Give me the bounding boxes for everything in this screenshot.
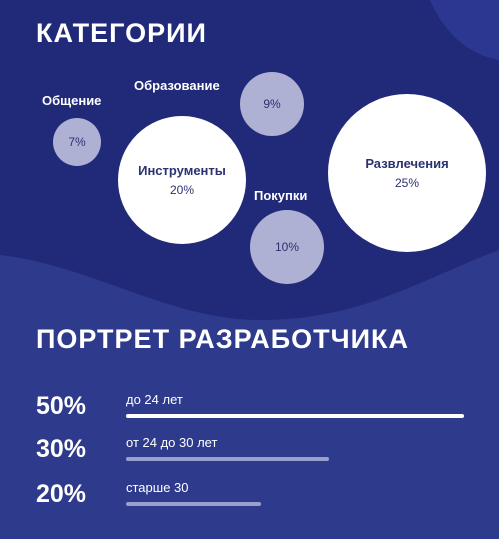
bubble-label: Инструменты xyxy=(138,163,226,179)
bubble-razvlecheniya: Развлечения 25% xyxy=(328,94,486,252)
age-bar xyxy=(126,414,464,418)
age-row: 30% от 24 до 30 лет xyxy=(36,435,476,475)
age-label: от 24 до 30 лет xyxy=(126,435,218,450)
bubble-value: 9% xyxy=(263,97,281,111)
bubble-value: 25% xyxy=(394,175,420,190)
age-row: 50% до 24 лет xyxy=(36,392,476,432)
age-percent: 20% xyxy=(36,480,87,508)
bubble-obrazovanie: 9% xyxy=(240,72,304,136)
developer-portrait-title: ПОРТРЕТ РАЗРАБОТЧИКА xyxy=(36,324,410,354)
categories-title: КАТЕГОРИИ xyxy=(36,18,207,48)
age-row: 20% старше 30 xyxy=(36,480,476,520)
age-bar xyxy=(126,457,329,461)
bubble-pokupki: 10% xyxy=(250,210,324,284)
label-pokupki: Покупки xyxy=(254,188,308,203)
bubble-obshchenie: 7% xyxy=(53,118,101,166)
bubble-value: 20% xyxy=(169,182,195,197)
bubble-value: 10% xyxy=(274,240,300,254)
bubble-label: Развлечения xyxy=(365,156,449,172)
age-label: до 24 лет xyxy=(126,392,183,407)
bubble-value: 7% xyxy=(68,135,86,149)
age-percent: 30% xyxy=(36,435,87,463)
bubble-instrumenty: Инструменты 20% xyxy=(118,116,246,244)
age-bar xyxy=(126,502,261,506)
age-percent: 50% xyxy=(36,392,87,420)
age-label: старше 30 xyxy=(126,480,189,495)
label-obrazovanie: Образование xyxy=(134,78,220,93)
label-obshchenie: Общение xyxy=(42,93,102,108)
